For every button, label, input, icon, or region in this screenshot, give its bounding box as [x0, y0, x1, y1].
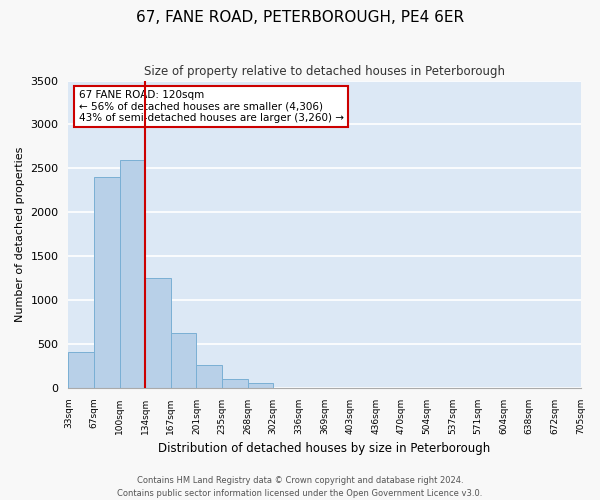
- Bar: [119, 160, 145, 388]
- Text: Contains HM Land Registry data © Crown copyright and database right 2024.
Contai: Contains HM Land Registry data © Crown c…: [118, 476, 482, 498]
- Title: Size of property relative to detached houses in Peterborough: Size of property relative to detached ho…: [144, 65, 505, 78]
- Bar: [68, 352, 94, 388]
- Bar: [94, 177, 119, 388]
- Bar: [145, 278, 171, 388]
- Text: 67, FANE ROAD, PETERBOROUGH, PE4 6ER: 67, FANE ROAD, PETERBOROUGH, PE4 6ER: [136, 10, 464, 25]
- Bar: [248, 383, 273, 388]
- Text: 67 FANE ROAD: 120sqm
← 56% of detached houses are smaller (4,306)
43% of semi-de: 67 FANE ROAD: 120sqm ← 56% of detached h…: [79, 90, 344, 123]
- Bar: [171, 333, 196, 388]
- Y-axis label: Number of detached properties: Number of detached properties: [15, 146, 25, 322]
- Bar: [222, 379, 248, 388]
- Bar: [196, 365, 222, 388]
- X-axis label: Distribution of detached houses by size in Peterborough: Distribution of detached houses by size …: [158, 442, 491, 455]
